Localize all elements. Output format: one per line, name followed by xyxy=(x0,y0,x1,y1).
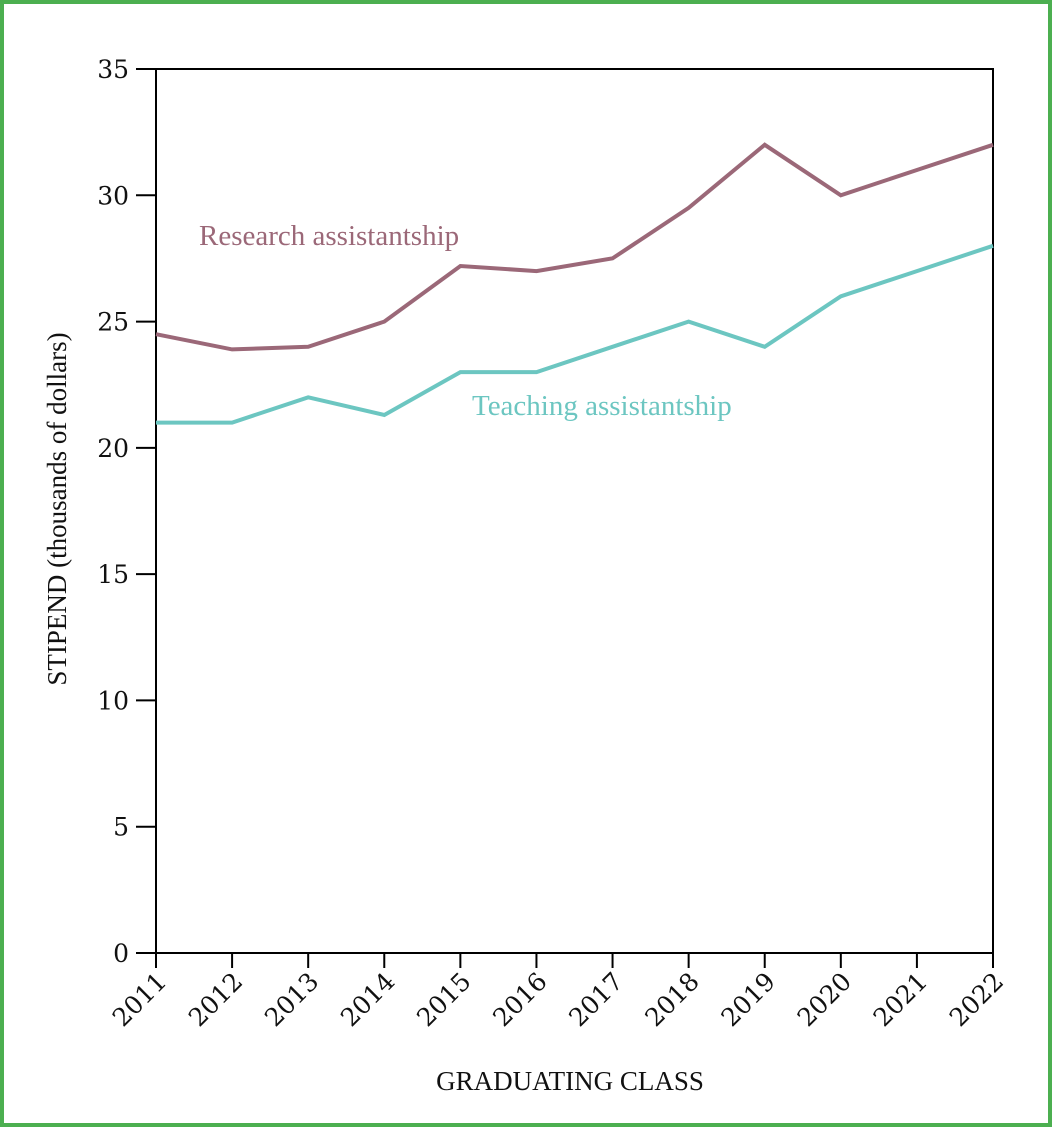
series-line-research xyxy=(155,142,994,352)
y-tick-label: 5 xyxy=(113,813,129,842)
x-tick-label: 2015 xyxy=(411,967,476,1032)
x-tick-label: 2016 xyxy=(487,967,552,1032)
x-tick-label: 2018 xyxy=(639,967,704,1032)
x-tick-label: 2012 xyxy=(183,967,248,1032)
x-tick-label: 2013 xyxy=(259,967,324,1032)
series-label-teaching: Teaching assistantship xyxy=(472,390,732,422)
plot-border xyxy=(155,68,994,954)
x-tick-label: 2017 xyxy=(563,967,628,1032)
series-line-teaching xyxy=(156,243,994,425)
y-tick-label: 15 xyxy=(97,560,129,589)
y-tick-label: 35 xyxy=(97,55,129,84)
y-tick-label: 25 xyxy=(97,308,129,337)
x-tick-label: 2019 xyxy=(715,967,780,1032)
y-tick-label: 10 xyxy=(97,686,129,715)
x-tick-label: 2011 xyxy=(107,967,172,1032)
plot-area xyxy=(155,68,994,954)
series-label-research: Research assistantship xyxy=(199,220,459,252)
x-tick-label: 2020 xyxy=(792,967,857,1032)
y-tick-label: 30 xyxy=(97,181,129,210)
x-tick-label: 2022 xyxy=(944,967,1009,1032)
y-tick-label: 20 xyxy=(97,434,129,463)
x-tick-label: 2021 xyxy=(868,967,933,1032)
x-axis: 2011 2012 2013 2014 2015 2016 2017 2018 2019 2020… xyxy=(107,953,1009,1032)
x-axis-title: GRADUATING CLASS xyxy=(436,1066,704,1096)
y-axis-title: STIPEND (thousands of dollars) xyxy=(42,332,72,685)
y-axis: 0 5 10 15 20 25 30 35 xyxy=(97,55,156,968)
x-tick-label: 2014 xyxy=(335,967,400,1032)
y-tick-label: 0 xyxy=(113,939,129,968)
series-lines xyxy=(155,142,994,425)
